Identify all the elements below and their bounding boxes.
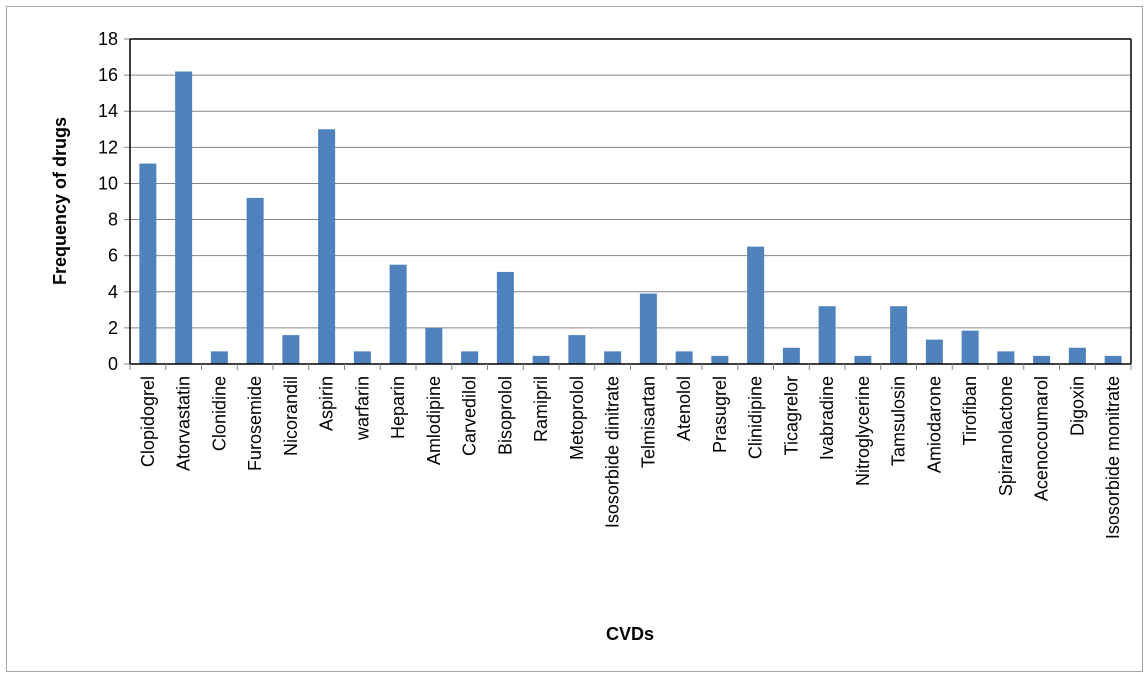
x-axis-title: CVDs xyxy=(606,624,654,644)
x-tick-label: warfarin xyxy=(352,376,372,441)
y-tick-label: 2 xyxy=(108,318,118,338)
x-tick-label: Clonidine xyxy=(209,376,229,451)
bar xyxy=(604,351,622,364)
x-tick-label: Aspirin xyxy=(317,376,337,431)
bar xyxy=(747,246,765,364)
bar xyxy=(1033,355,1051,364)
bar xyxy=(246,197,264,364)
bar xyxy=(532,355,550,364)
bar xyxy=(568,335,586,364)
bar xyxy=(1068,347,1086,364)
bar xyxy=(139,163,157,364)
bar xyxy=(425,327,443,364)
x-tick-label: Isosorbide dinitrate xyxy=(603,376,623,528)
bar xyxy=(210,351,228,364)
y-tick-labels: 0 2 4 6 8 10 12 14 16 18 xyxy=(98,29,118,374)
x-tick-label: Clinidipine xyxy=(746,376,766,459)
x-tick-label: Amiodarone xyxy=(924,376,944,473)
x-tick-label: Clopidogrel xyxy=(138,376,158,467)
x-tick-labels: Clopidogrel Atorvastatin Clonidine Furosemi… xyxy=(138,376,1123,539)
bar xyxy=(711,355,729,364)
x-tick-label: Metoprolol xyxy=(567,376,587,460)
bar xyxy=(961,330,979,364)
x-tick-label: Isosorbide monitrate xyxy=(1103,376,1123,539)
y-axis-title: Frequency of drugs xyxy=(50,117,70,285)
x-tick-label: Digoxin xyxy=(1067,376,1087,436)
x-tick-label: Ivabradine xyxy=(817,376,837,460)
bar xyxy=(675,351,693,364)
x-tick-label: Heparin xyxy=(388,376,408,439)
x-tick-label: Carvedilol xyxy=(460,376,480,456)
x-tick-label: Nitroglycerine xyxy=(853,376,873,486)
bar xyxy=(282,335,300,364)
gridlines xyxy=(130,38,1131,329)
x-tick-label: Prasugrel xyxy=(710,376,730,453)
bar xyxy=(818,306,836,364)
y-tick-label: 12 xyxy=(98,137,118,157)
axes xyxy=(124,38,1132,370)
y-tick-label: 10 xyxy=(98,173,118,193)
x-tick-label: Spiranolactone xyxy=(996,376,1016,496)
bar xyxy=(318,129,336,364)
y-tick-label: 16 xyxy=(98,65,118,85)
x-tick-label: Atenolol xyxy=(674,376,694,441)
x-tick-label: Acenocoumarol xyxy=(1032,376,1052,501)
bar xyxy=(890,306,908,364)
bars xyxy=(139,71,1122,364)
bar xyxy=(639,293,657,364)
x-tick-label: Ticagrelor xyxy=(781,376,801,455)
x-tick-label: Atorvastatin xyxy=(174,376,194,471)
y-tick-label: 8 xyxy=(108,210,118,230)
y-tick-label: 18 xyxy=(98,29,118,49)
y-tick-label: 4 xyxy=(108,282,118,302)
bar xyxy=(175,71,193,364)
bar xyxy=(782,347,800,364)
x-tick-label: Furosemide xyxy=(245,376,265,471)
bar xyxy=(389,264,407,364)
y-tick-label: 6 xyxy=(108,246,118,266)
y-tick-label: 0 xyxy=(108,354,118,374)
x-tick-label: Telmisartan xyxy=(638,376,658,468)
bar xyxy=(1104,355,1122,364)
x-tick-label: Tamsulosin xyxy=(889,376,909,466)
x-tick-label: Amlodipine xyxy=(424,376,444,465)
bar xyxy=(925,339,943,364)
bar xyxy=(997,351,1015,364)
x-tick-label: Nicorandil xyxy=(281,376,301,456)
y-tick-label: 14 xyxy=(98,101,118,121)
x-tick-label: Ramipril xyxy=(531,376,551,442)
bar xyxy=(854,355,872,364)
x-tick-label: Bisoprolol xyxy=(495,376,515,455)
x-tick-label: Tirofiban xyxy=(960,376,980,445)
bar xyxy=(461,351,479,364)
bar xyxy=(496,271,514,364)
bar xyxy=(353,351,371,364)
